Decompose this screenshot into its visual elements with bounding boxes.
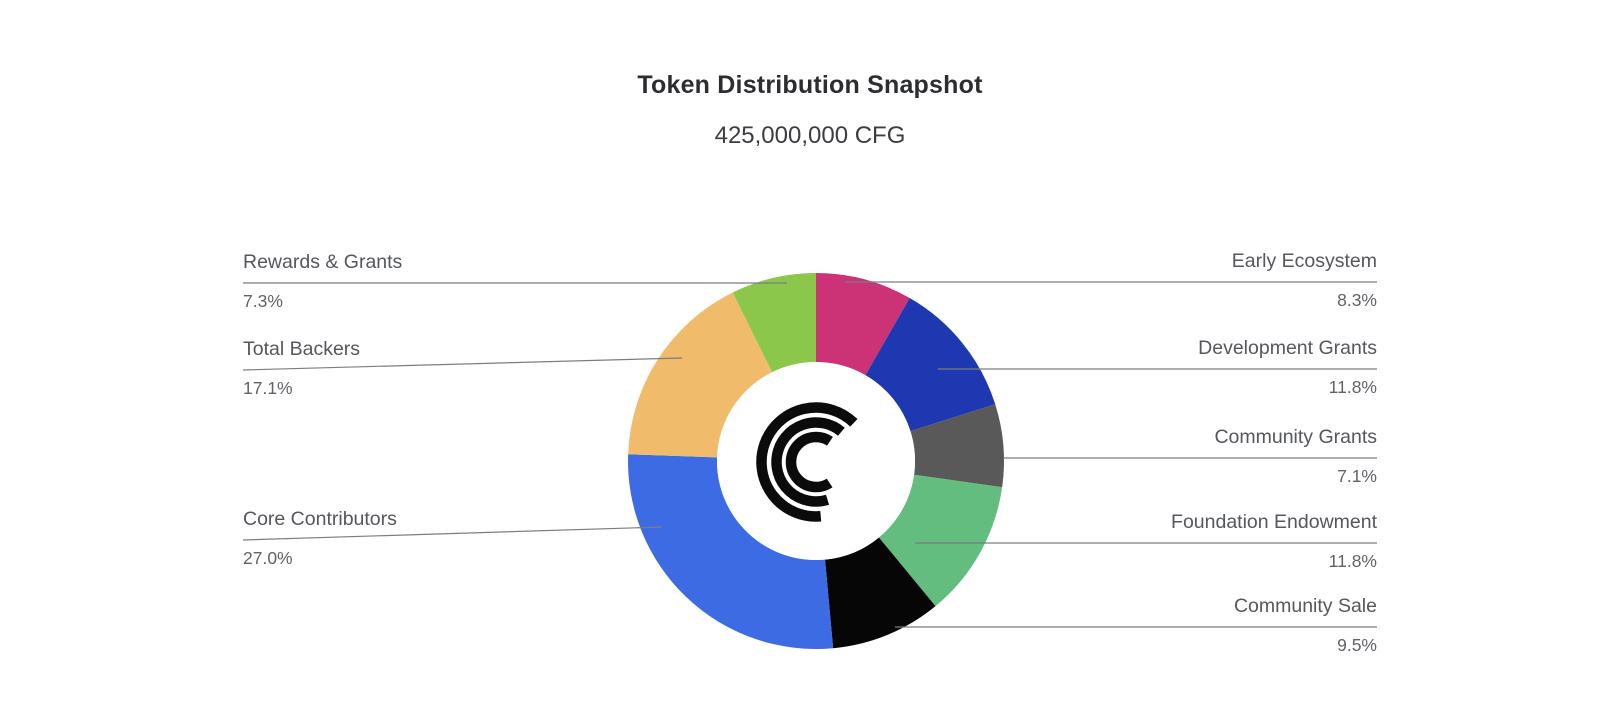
donut-segment-foundation-endowment — [878, 474, 1003, 607]
segment-label-core-contributors: Core Contributors — [243, 508, 397, 530]
donut-center — [717, 362, 915, 560]
segment-percentage-rewards-grants: 7.3% — [243, 291, 283, 311]
segment-label-foundation-endowment: Foundation Endowment — [1171, 511, 1377, 533]
segment-label-total-backers: Total Backers — [243, 338, 361, 360]
segment-label-community-sale: Community Sale — [1233, 595, 1377, 617]
segment-label-rewards-grants: Rewards & Grants — [243, 251, 403, 273]
segment-percentage-early-ecosystem: 8.3% — [1337, 290, 1377, 310]
leader-line-core-contributors — [242, 526, 663, 541]
segment-percentage-foundation-endowment: 11.8% — [1328, 551, 1377, 571]
chart-subtitle: 425,000,000 CFG — [714, 122, 906, 149]
segment-label-development-grants: Development Grants — [1198, 337, 1377, 359]
segment-percentage-community-grants: 7.1% — [1337, 466, 1377, 486]
centrifuge-logo-arc — [756, 402, 858, 522]
segment-percentage-development-grants: 11.8% — [1328, 377, 1377, 397]
donut-segment-community-grants — [910, 404, 1004, 488]
chart-title: Token Distribution Snapshot — [637, 71, 983, 99]
donut-segment-total-backers — [628, 292, 773, 458]
donut-segment-community-sale — [825, 537, 936, 649]
donut-segment-core-contributors — [627, 454, 834, 650]
centrifuge-logo-icon — [756, 402, 858, 522]
segment-label-community-grants: Community Grants — [1214, 426, 1377, 448]
centrifuge-logo-arc — [771, 417, 845, 507]
segment-percentage-total-backers: 17.1% — [243, 378, 293, 398]
leader-line-total-backers — [242, 357, 683, 371]
donut-segment-early-ecosystem — [816, 273, 910, 376]
donut-segment-rewards-grants — [732, 273, 816, 373]
centrifuge-logo-arc — [785, 431, 833, 493]
donut-segment-development-grants — [865, 298, 996, 432]
segment-percentage-community-sale: 9.5% — [1337, 635, 1377, 655]
segment-label-early-ecosystem: Early Ecosystem — [1231, 250, 1377, 272]
segment-percentage-core-contributors: 27.0% — [243, 548, 293, 568]
